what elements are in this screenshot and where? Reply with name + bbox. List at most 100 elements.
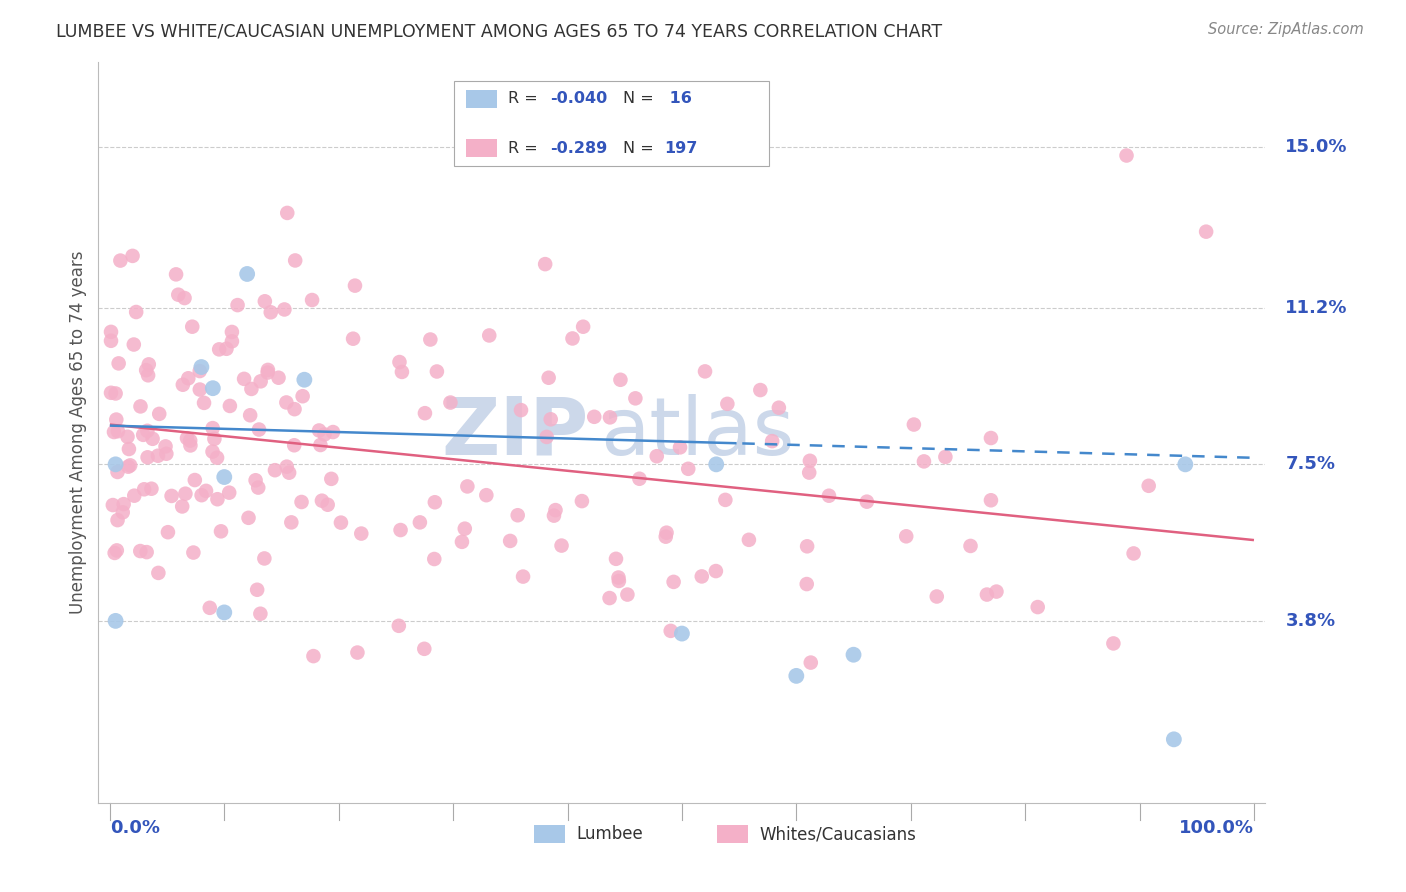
Point bbox=[704, 564, 727, 578]
Point bbox=[184, 473, 207, 487]
Point bbox=[276, 459, 298, 474]
Text: R =: R = bbox=[508, 141, 543, 156]
Point bbox=[215, 342, 238, 356]
Point bbox=[478, 328, 501, 343]
Point bbox=[247, 423, 270, 437]
Text: 197: 197 bbox=[664, 141, 697, 156]
Point bbox=[329, 516, 352, 530]
Point bbox=[181, 319, 204, 334]
Point bbox=[316, 498, 339, 512]
Point bbox=[628, 472, 651, 486]
Point bbox=[245, 473, 267, 487]
Point bbox=[201, 421, 224, 435]
Point bbox=[512, 569, 534, 583]
Point bbox=[655, 525, 678, 540]
Point bbox=[276, 206, 298, 220]
Point bbox=[475, 488, 498, 502]
Point bbox=[389, 523, 412, 537]
Point bbox=[226, 298, 249, 312]
Point bbox=[207, 492, 229, 507]
Point bbox=[134, 483, 156, 497]
Point bbox=[896, 529, 918, 543]
Point bbox=[423, 552, 446, 566]
Text: 3.8%: 3.8% bbox=[1285, 612, 1336, 630]
Point bbox=[536, 430, 558, 444]
Point bbox=[177, 371, 200, 385]
Point bbox=[749, 383, 772, 397]
Point bbox=[716, 397, 738, 411]
Point bbox=[499, 533, 522, 548]
Point bbox=[583, 409, 606, 424]
Point bbox=[1122, 546, 1144, 560]
Point bbox=[800, 656, 823, 670]
Point bbox=[903, 417, 925, 432]
Text: Lumbee: Lumbee bbox=[576, 825, 643, 843]
Point bbox=[132, 427, 155, 442]
Point bbox=[301, 293, 323, 307]
Point bbox=[986, 584, 1008, 599]
Point bbox=[278, 466, 301, 480]
Point bbox=[148, 566, 170, 580]
Point bbox=[104, 546, 127, 560]
Point bbox=[107, 356, 129, 370]
Point bbox=[138, 357, 160, 371]
Point bbox=[253, 294, 276, 309]
Point bbox=[117, 430, 139, 444]
Point bbox=[135, 363, 157, 377]
Point bbox=[156, 525, 179, 540]
Point bbox=[173, 291, 195, 305]
Point bbox=[571, 494, 593, 508]
Point bbox=[308, 424, 330, 438]
Point bbox=[135, 545, 157, 559]
Point bbox=[544, 503, 567, 517]
Point bbox=[537, 370, 560, 384]
Point bbox=[550, 539, 572, 553]
Point bbox=[350, 526, 373, 541]
Text: 11.2%: 11.2% bbox=[1285, 299, 1348, 317]
Point bbox=[655, 530, 678, 544]
Point bbox=[785, 669, 807, 683]
Point bbox=[267, 370, 290, 384]
Text: Source: ZipAtlas.com: Source: ZipAtlas.com bbox=[1208, 22, 1364, 37]
Point bbox=[201, 381, 224, 395]
Point bbox=[190, 488, 212, 502]
Point bbox=[624, 392, 647, 406]
Point bbox=[179, 438, 201, 452]
Point bbox=[322, 425, 344, 439]
Point bbox=[856, 494, 879, 508]
Point bbox=[976, 588, 998, 602]
Point bbox=[506, 508, 529, 523]
Point bbox=[172, 500, 194, 514]
Point bbox=[761, 434, 783, 449]
Point bbox=[160, 489, 183, 503]
Point bbox=[1195, 225, 1218, 239]
Text: 100.0%: 100.0% bbox=[1180, 820, 1254, 838]
Point bbox=[796, 577, 818, 591]
Point bbox=[543, 508, 565, 523]
Point bbox=[439, 395, 461, 409]
Point bbox=[176, 431, 198, 445]
Point bbox=[796, 539, 818, 553]
Point bbox=[912, 454, 935, 468]
Point bbox=[276, 395, 298, 409]
Point bbox=[388, 355, 411, 369]
Point bbox=[302, 649, 325, 664]
Point bbox=[423, 495, 446, 509]
Point bbox=[256, 366, 278, 380]
Text: ZIP: ZIP bbox=[441, 393, 589, 472]
Point bbox=[155, 439, 177, 453]
Point bbox=[314, 427, 336, 442]
Point bbox=[980, 493, 1002, 508]
Point bbox=[693, 364, 716, 378]
Point bbox=[240, 382, 263, 396]
Point bbox=[1102, 636, 1125, 650]
Point bbox=[155, 447, 177, 461]
Point bbox=[419, 333, 441, 347]
Point bbox=[454, 522, 477, 536]
Point bbox=[818, 489, 841, 503]
Point bbox=[167, 287, 190, 301]
Point bbox=[714, 492, 737, 507]
Point bbox=[218, 485, 240, 500]
Point bbox=[934, 450, 956, 464]
Point bbox=[107, 465, 129, 479]
